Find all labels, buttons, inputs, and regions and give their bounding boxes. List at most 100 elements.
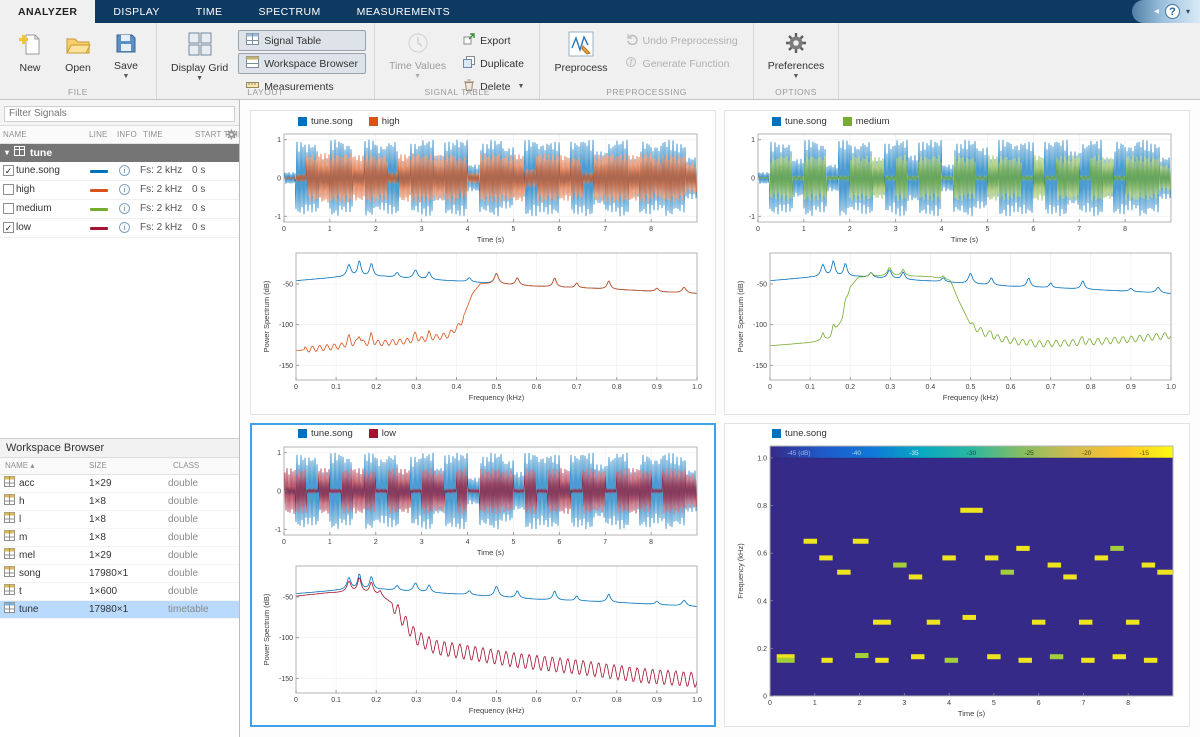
signal-row-low[interactable]: ✓ low i Fs: 2 kHz 0 s xyxy=(0,219,239,238)
legend-item[interactable]: low xyxy=(368,428,396,439)
workspace-row-song[interactable]: song 17980×1 double xyxy=(0,565,239,583)
signal-column-header[interactable]: LINE xyxy=(89,129,108,139)
save-dropdown-icon[interactable]: ▼ xyxy=(122,73,130,80)
signal-group-row[interactable]: ▾ tune xyxy=(0,143,239,162)
signal-rows: ✓ tune.song i Fs: 2 kHz 0 s high i Fs: 2 kHz 0 s… xyxy=(0,162,239,238)
svg-text:-30: -30 xyxy=(967,450,977,457)
svg-text:2: 2 xyxy=(374,226,378,233)
spectrogram-plot[interactable]: -45 (dB) -40 -35 -30 -25 -20 -15 0 1 2 3 4 5 6 7 8 0 0.2 0… xyxy=(728,442,1180,722)
svg-text:1: 1 xyxy=(802,226,806,233)
preprocess-button[interactable]: Preprocess xyxy=(548,28,613,77)
preferences-dropdown-icon[interactable]: ▼ xyxy=(792,73,800,80)
collapse-ribbon-icon[interactable]: ◂ xyxy=(1153,6,1159,17)
workspace-row-h[interactable]: h 1×8 double xyxy=(0,493,239,511)
signal-checkbox[interactable]: ✓ xyxy=(3,222,14,233)
measurements-toggle[interactable]: Measurements xyxy=(238,76,366,97)
spectrum-plot[interactable]: 0 0.1 0.2 0.3 0.4 0.5 0.6 0.7 0.8 0.9 1.0 -50 -100 -1… xyxy=(728,247,1180,409)
signal-column-header[interactable]: START TIME xyxy=(195,129,239,139)
info-icon[interactable]: i xyxy=(119,184,130,195)
workspace-row-l[interactable]: l 1×8 double xyxy=(0,511,239,529)
spectrum-plot[interactable]: 0 0.1 0.2 0.3 0.4 0.5 0.6 0.7 0.8 0.9 1.0 -50 -100 -1… xyxy=(254,247,706,409)
signal-column-header[interactable]: NAME xyxy=(3,129,27,139)
display-panel-1[interactable]: tune.song high 0 1 2 3 4 5 6 7 8 1 0 -1 Time (s) 0 0.1… xyxy=(250,110,716,415)
workspace-column-header[interactable]: SIZE xyxy=(89,461,107,470)
delete-button[interactable]: Delete ▼ xyxy=(456,76,531,97)
legend-item[interactable]: high xyxy=(368,116,400,127)
legend-swatch xyxy=(842,116,852,126)
legend-item[interactable]: tune.song xyxy=(298,428,353,439)
help-button[interactable]: ? xyxy=(1164,4,1180,19)
collapse-icon[interactable]: ▾ xyxy=(5,148,10,157)
generate-function-button[interactable]: f Generate Function xyxy=(618,53,745,74)
workspace-row-mel[interactable]: mel 1×29 double xyxy=(0,547,239,565)
new-button[interactable]: New xyxy=(8,28,52,77)
signal-table-toggle[interactable]: Signal Table xyxy=(238,30,366,51)
info-icon[interactable]: i xyxy=(119,222,130,233)
info-icon[interactable]: i xyxy=(119,165,130,176)
open-button[interactable]: Open xyxy=(56,28,100,77)
workspace-row-m[interactable]: m 1×8 double xyxy=(0,529,239,547)
signal-column-header[interactable]: INFO xyxy=(117,129,137,139)
legend-item[interactable]: tune.song xyxy=(772,428,827,439)
tab-display[interactable]: DISPLAY xyxy=(113,5,160,18)
svg-text:0.1: 0.1 xyxy=(331,697,341,704)
variable-icon xyxy=(4,530,15,544)
preferences-button[interactable]: Preferences ▼ xyxy=(762,28,831,82)
signal-checkbox[interactable] xyxy=(3,184,14,195)
svg-text:0.2: 0.2 xyxy=(757,645,767,652)
time-values-button[interactable]: Time Values ▼ xyxy=(383,28,452,82)
legend-item[interactable]: tune.song xyxy=(772,116,827,127)
svg-text:5: 5 xyxy=(511,226,515,233)
tab-spectrum[interactable]: SPECTRUM xyxy=(258,5,321,18)
workspace-row-tune[interactable]: tune 17980×1 timetable xyxy=(0,600,239,619)
signal-row-high[interactable]: high i Fs: 2 kHz 0 s xyxy=(0,181,239,200)
display-grid-button[interactable]: Display Grid ▼ xyxy=(165,28,234,84)
duplicate-button[interactable]: Duplicate xyxy=(456,53,531,74)
spectrum-plot[interactable]: 0 0.1 0.2 0.3 0.4 0.5 0.6 0.7 0.8 0.9 1.0 -50 -100 -1… xyxy=(254,560,706,722)
svg-text:0: 0 xyxy=(294,384,298,391)
workspace-row-acc[interactable]: acc 1×29 double xyxy=(0,475,239,493)
filter-signals-input[interactable] xyxy=(4,105,235,122)
workspace-row-t[interactable]: t 1×600 double xyxy=(0,583,239,601)
svg-text:1: 1 xyxy=(328,226,332,233)
svg-text:7: 7 xyxy=(603,539,607,546)
undo-preprocessing-button[interactable]: Undo Preprocessing xyxy=(618,30,745,51)
tab-measurements[interactable]: MEASUREMENTS xyxy=(356,5,451,18)
legend-item[interactable]: tune.song xyxy=(298,116,353,127)
toolstrip-tabbar: ANALYZER DISPLAY TIME SPECTRUM MEASUREMENTS … xyxy=(0,0,1200,23)
delete-dropdown-icon[interactable]: ▼ xyxy=(517,83,525,90)
info-icon[interactable]: i xyxy=(119,203,130,214)
display-grid-dropdown-icon[interactable]: ▼ xyxy=(196,75,204,82)
workspace-column-header[interactable]: NAME ▴ xyxy=(5,461,35,470)
variable-icon xyxy=(4,602,15,616)
display-panel-4[interactable]: tune.song -45 (dB) -40 -35 -30 -25 -20 -15 0 1 2 3… xyxy=(724,422,1190,727)
signal-column-header[interactable]: TIME xyxy=(143,129,163,139)
signal-checkbox[interactable] xyxy=(3,203,14,214)
variable-name-cell: tune xyxy=(0,602,84,616)
export-button[interactable]: Export xyxy=(456,30,531,51)
signal-sample-rate: Fs: 2 kHz xyxy=(140,203,183,214)
svg-text:2: 2 xyxy=(858,700,862,707)
signal-checkbox[interactable]: ✓ xyxy=(3,165,14,176)
signal-row-tune.song[interactable]: ✓ tune.song i Fs: 2 kHz 0 s xyxy=(0,162,239,181)
tab-time[interactable]: TIME xyxy=(195,5,223,18)
workspace-browser-toggle[interactable]: Workspace Browser xyxy=(238,53,366,74)
svg-text:0.8: 0.8 xyxy=(612,384,622,391)
variable-name: t xyxy=(19,585,22,597)
workspace-column-header[interactable]: CLASS xyxy=(173,461,200,470)
signal-row-medium[interactable]: medium i Fs: 2 kHz 0 s xyxy=(0,200,239,219)
legend: tune.song xyxy=(728,426,1186,442)
variable-icon xyxy=(4,548,15,562)
svg-text:4: 4 xyxy=(947,700,951,707)
legend-item[interactable]: medium xyxy=(842,116,890,127)
tab-analyzer[interactable]: ANALYZER xyxy=(0,0,96,23)
svg-text:8: 8 xyxy=(649,539,653,546)
column-settings-gear-icon[interactable] xyxy=(223,129,237,142)
help-caret-icon[interactable]: ▾ xyxy=(1185,7,1190,16)
display-panel-3[interactable]: tune.song low 0 1 2 3 4 5 6 7 8 1 0 -1 Time (s) 0 0.1 0… xyxy=(250,422,716,727)
save-button[interactable]: Save ▼ xyxy=(104,28,148,82)
